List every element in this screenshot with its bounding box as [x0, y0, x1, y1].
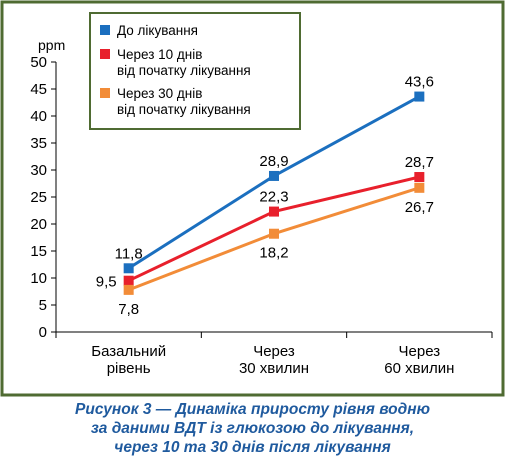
legend-label: Через 30 днів — [117, 86, 202, 101]
data-point — [414, 91, 425, 102]
data-label: 11,8 — [115, 245, 143, 262]
series-layer: 11,8 28,9 43,6 9,5 22,3 28,7 7,8 18,2 26,7 — [96, 74, 434, 318]
caption-line-1: Рисунок 3 — Динаміка приросту рівня водн… — [75, 401, 430, 418]
caption-line-3: через 10 та 30 днів після лікування — [114, 439, 391, 456]
legend-box — [89, 12, 301, 130]
data-label: 28,9 — [259, 153, 288, 170]
figure-caption: Рисунок 3 — Динаміка приросту рівня водн… — [0, 400, 505, 457]
data-label: 43,6 — [405, 74, 434, 91]
legend-swatch — [100, 88, 110, 98]
x-tick-label: Через — [399, 343, 441, 360]
y-tick-label: 50 — [30, 54, 47, 71]
data-point — [414, 182, 425, 193]
data-label: 26,7 — [405, 199, 434, 216]
legend-label: від початку лікування — [117, 102, 251, 117]
legend-item-1: До лікування — [100, 23, 198, 38]
y-tick-label: 30 — [30, 162, 47, 179]
data-label: 22,3 — [259, 189, 288, 206]
y-tick-label: 35 — [30, 135, 47, 152]
data-point — [123, 284, 134, 295]
y-tick-label: 25 — [30, 189, 47, 206]
y-axis-unit-label: ppm — [38, 37, 65, 53]
data-label: 9,5 — [96, 274, 117, 291]
data-point — [269, 170, 279, 181]
x-tick-label: 30 хвилин — [239, 360, 309, 377]
x-tick-label: рівень — [107, 360, 151, 377]
y-tick-label: 10 — [30, 270, 47, 287]
data-point — [414, 172, 425, 183]
legend-label: До лікування — [117, 23, 198, 38]
data-point — [269, 206, 279, 217]
y-tick-label: 45 — [30, 81, 47, 98]
legend-label: Через 10 днів — [117, 47, 202, 62]
series-2: 9,5 22,3 28,7 — [96, 154, 434, 291]
x-tick-label: 60 хвилин — [384, 360, 454, 377]
legend-label: від початку лікування — [117, 63, 251, 78]
data-point — [123, 263, 134, 274]
x-tick-label: Через — [253, 343, 295, 360]
x-tick-label: Базальний — [91, 343, 166, 360]
data-label: 28,7 — [405, 154, 434, 171]
y-tick-label: 15 — [30, 243, 47, 260]
legend-swatch — [100, 49, 110, 59]
caption-line-2: за даними ВДТ із глюкозою до лікування, — [90, 420, 415, 437]
y-tick-label: 20 — [30, 216, 47, 233]
legend-swatch — [100, 25, 110, 35]
data-label: 7,8 — [118, 301, 139, 318]
y-tick-label: 0 — [39, 324, 47, 341]
series-3: 7,8 18,2 26,7 — [118, 182, 434, 318]
y-tick-label: 5 — [39, 297, 47, 314]
data-point — [269, 228, 279, 239]
series-1: 11,8 28,9 43,6 — [115, 74, 434, 274]
data-label: 18,2 — [259, 245, 288, 262]
y-tick-label: 40 — [30, 108, 47, 125]
data-point — [123, 275, 134, 286]
